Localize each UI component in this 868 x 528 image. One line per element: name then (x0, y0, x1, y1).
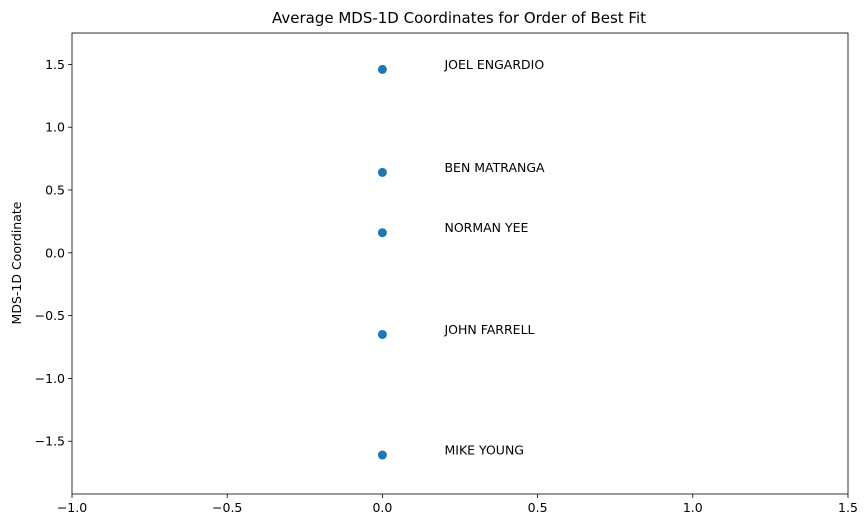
point-label: JOHN FARRELL (443, 322, 534, 337)
data-point (377, 450, 387, 460)
x-tick-label: 1.5 (838, 500, 858, 515)
x-tick-label: 1.0 (683, 500, 703, 515)
point-label: NORMAN YEE (444, 220, 528, 235)
plot-frame (71, 32, 849, 495)
data-point (377, 64, 387, 74)
axis-ticks: −1.0 −0.5 0.0 0.5 1.0 1.5 −1.5 −1.0 −0.5 0.0 0.5 1.… (35, 57, 858, 515)
data-points (377, 64, 387, 460)
x-tick-label: 0.0 (372, 500, 392, 515)
data-point (377, 329, 387, 339)
point-label: BEN MATRANGA (444, 160, 545, 175)
y-tick-label: 0.0 (45, 245, 65, 260)
y-tick-label: −1.0 (35, 371, 65, 386)
y-tick-label: 0.5 (45, 183, 65, 198)
data-point (377, 167, 387, 177)
y-tick-label: 1.5 (45, 57, 65, 72)
y-tick-label: 1.0 (45, 120, 65, 135)
point-label: MIKE YOUNG (444, 443, 524, 458)
y-axis-label: MDS-1D Coordinate (9, 201, 24, 324)
chart-title: Average MDS-1D Coordinates for Order of … (272, 9, 646, 27)
data-point (377, 228, 387, 238)
point-labels: JOEL ENGARDIO BEN MATRANGA NORMAN YEE JOHN … (443, 57, 545, 458)
x-tick-label: −0.5 (212, 500, 242, 515)
point-label: JOEL ENGARDIO (443, 57, 544, 72)
y-tick-label: −0.5 (35, 308, 65, 323)
x-tick-label: −1.0 (57, 500, 87, 515)
x-tick-label: 0.5 (528, 500, 548, 515)
y-tick-label: −1.5 (35, 434, 65, 449)
